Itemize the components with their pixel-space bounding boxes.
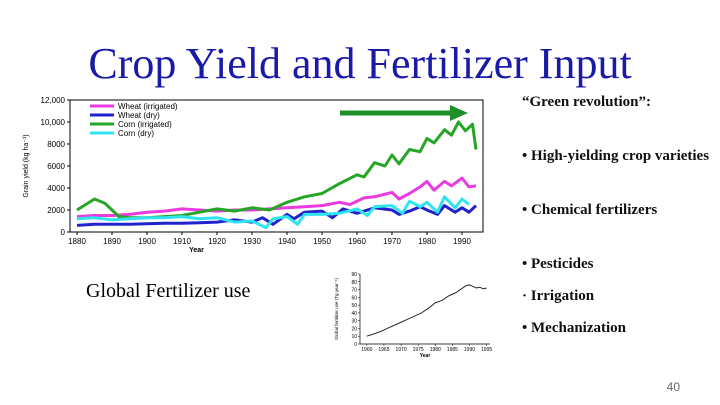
y-tick-label: 0 — [354, 342, 357, 348]
bullet-pesticides: • Pesticides — [522, 256, 594, 272]
y-tick-label: 80 — [351, 280, 357, 286]
green-revolution-arrow — [340, 105, 468, 121]
page-number: 40 — [666, 380, 680, 394]
x-tick-label: 1990 — [464, 347, 475, 353]
x-tick-label: 1900 — [138, 237, 156, 246]
bullet-high-yielding: • High-yielding crop varieties — [522, 148, 710, 164]
bullet-chemical-fertilizers: • Chemical fertilizers — [522, 202, 658, 218]
yield-chart-axes: 0 2000 4000 6000 8000 10,000 12,000 1880 1890 190… — [23, 96, 484, 252]
x-tick-label: 1970 — [383, 237, 401, 246]
x-tick-label: 1970 — [395, 347, 406, 353]
x-tick-label: 1940 — [278, 237, 296, 246]
x-tick-label: 1975 — [413, 347, 424, 353]
legend-label: Corn (irrigated) — [118, 120, 172, 129]
x-tick-label: 1960 — [348, 237, 366, 246]
x-axis-label: Year — [420, 353, 431, 358]
x-tick-label: 1985 — [447, 347, 458, 353]
x-tick-label: 1910 — [173, 237, 191, 246]
series-line-wheat-irrigated- — [76, 176, 477, 219]
y-tick-label: 8000 — [47, 140, 65, 149]
legend-label: Wheat (dry) — [118, 111, 160, 120]
x-tick-label: 1930 — [243, 237, 261, 246]
fertilizer-chart-series — [366, 284, 487, 337]
x-tick-label: 1980 — [418, 237, 436, 246]
x-tick-label: 1920 — [208, 237, 226, 246]
y-tick-label: 10 — [351, 334, 357, 340]
x-tick-label: 1950 — [313, 237, 331, 246]
series-line-corn-dry- — [76, 195, 470, 230]
green-revolution-heading: “Green revolution”: — [522, 94, 652, 110]
bullet-mechanization: • Mechanization — [522, 320, 626, 336]
yield-chart-legend: Wheat (irrigated)Wheat (dry)Corn (irriga… — [90, 102, 178, 138]
series-line-wheat-dry- — [76, 204, 478, 227]
legend-label: Wheat (irrigated) — [118, 102, 178, 111]
y-tick-label: 4000 — [47, 184, 65, 193]
slide-title: Crop Yield and Fertilizer Input — [88, 39, 632, 88]
y-tick-label: 70 — [351, 288, 357, 294]
y-tick-label: 6000 — [47, 162, 65, 171]
x-tick-label: 1990 — [453, 237, 471, 246]
fertilizer-series-line — [366, 284, 487, 337]
y-axis-label: Grain yield (kg ha⁻¹) — [23, 134, 30, 197]
y-tick-label: 20 — [351, 326, 357, 332]
yield-chart-series — [76, 120, 478, 230]
y-tick-label: 0 — [61, 228, 66, 237]
x-tick-label: 1960 — [361, 347, 372, 353]
x-axis-label: Year — [189, 247, 204, 252]
yield-chart: 0 2000 4000 6000 8000 10,000 12,000 1880 1890 190… — [23, 96, 484, 252]
y-tick-label: 30 — [351, 319, 357, 325]
bullet-irrigation: · Irrigation — [522, 288, 595, 304]
y-tick-label: 12,000 — [41, 96, 66, 105]
y-axis-label: Global fertilizer use (Tg year⁻¹) — [334, 278, 339, 340]
x-tick-label: 1880 — [68, 237, 86, 246]
y-tick-label: 60 — [351, 295, 357, 301]
y-tick-label: 50 — [351, 303, 357, 309]
x-tick-label: 1965 — [378, 347, 389, 353]
y-tick-label: 10,000 — [41, 118, 66, 127]
global-fertilizer-label: Global Fertilizer use — [86, 280, 251, 302]
legend-label: Corn (dry) — [118, 129, 154, 138]
x-tick-label: 1980 — [430, 347, 441, 353]
x-tick-label: 1995 — [481, 347, 492, 353]
y-tick-label: 90 — [351, 272, 357, 278]
y-tick-label: 40 — [351, 311, 357, 317]
x-tick-label: 1890 — [103, 237, 121, 246]
y-tick-label: 2000 — [47, 206, 65, 215]
